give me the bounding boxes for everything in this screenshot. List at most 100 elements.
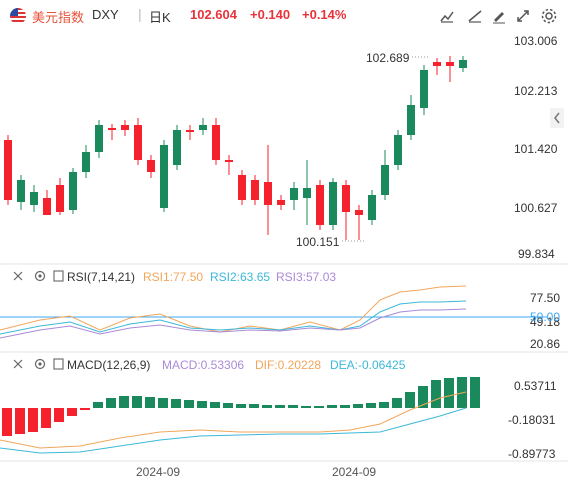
macd-bar bbox=[54, 408, 64, 422]
macd-bar bbox=[145, 397, 155, 408]
macd-bar bbox=[262, 405, 272, 408]
candle-body bbox=[355, 210, 363, 215]
rsi-tick: 77.50 bbox=[530, 291, 560, 305]
macd-title: MACD(12,26,9) bbox=[67, 358, 150, 372]
macd-label: MACD:0.53306 bbox=[162, 358, 244, 372]
candle-body bbox=[381, 165, 389, 195]
macd-bar bbox=[470, 377, 480, 408]
candle-body bbox=[160, 145, 168, 208]
macd-bar bbox=[80, 408, 90, 410]
header-bar: 美元指数 DXY | 日K 102.604 +0.140 +0.14% bbox=[0, 0, 568, 32]
candle-body bbox=[264, 182, 272, 205]
rsi-lines bbox=[0, 285, 467, 339]
macd-bar bbox=[41, 408, 51, 428]
chevron-left-icon[interactable] bbox=[550, 108, 564, 128]
macd-bar bbox=[184, 400, 194, 408]
candle-body bbox=[290, 188, 298, 200]
macd-bar bbox=[106, 398, 116, 408]
x-axis-label: 2024-09 bbox=[332, 465, 376, 479]
dea-line bbox=[0, 407, 467, 454]
candle-body bbox=[342, 185, 350, 212]
close-icon[interactable] bbox=[13, 359, 23, 369]
macd-tick: 0.53711 bbox=[514, 379, 557, 393]
indicator-toggle-icon[interactable] bbox=[53, 270, 64, 282]
macd-bar bbox=[171, 399, 181, 408]
rsi-line bbox=[0, 308, 467, 339]
candle-body bbox=[225, 160, 233, 162]
macd-bar bbox=[236, 404, 246, 408]
macd-bar bbox=[327, 405, 337, 408]
macd-bar bbox=[288, 405, 298, 408]
rsi-level-label: 50.00 bbox=[530, 310, 560, 324]
period-selector[interactable]: 日K bbox=[149, 10, 171, 25]
draw-icon[interactable] bbox=[466, 7, 484, 25]
candle-body bbox=[121, 125, 129, 130]
price-tick: 101.420 bbox=[514, 142, 558, 156]
macd-header: MACD(12,26,9) MACD:0.53306 DIF:0.20228 D… bbox=[13, 358, 406, 372]
dif-line bbox=[0, 391, 467, 449]
candle-body bbox=[199, 125, 207, 130]
rsi3-label: RSI3:57.03 bbox=[276, 270, 336, 284]
dif-label: DIF:0.20228 bbox=[255, 358, 321, 372]
candle-body bbox=[43, 198, 51, 215]
price-tick: 99.834 bbox=[518, 247, 555, 261]
candle-body bbox=[186, 130, 194, 132]
candle-body bbox=[368, 195, 376, 220]
candle-body bbox=[394, 135, 402, 165]
last-price: 102.604 bbox=[190, 7, 237, 22]
candle-body bbox=[212, 125, 220, 160]
candle-body bbox=[30, 192, 38, 205]
candle-body bbox=[4, 140, 12, 200]
instrument-name[interactable]: 美元指数 bbox=[32, 10, 85, 25]
rsi-line bbox=[0, 300, 467, 335]
macd-bar bbox=[353, 404, 363, 408]
rsi2-label: RSI2:63.65 bbox=[210, 270, 270, 284]
candle-body bbox=[108, 128, 116, 130]
candle-body bbox=[407, 105, 415, 135]
macd-bar bbox=[15, 408, 25, 434]
instrument-symbol[interactable]: DXY bbox=[92, 7, 119, 22]
rsi-tick: 20.86 bbox=[530, 337, 560, 351]
indicator-toggle-icon[interactable] bbox=[53, 358, 64, 370]
candle-body bbox=[82, 152, 90, 172]
rsi-header: RSI(7,14,21) RSI1:77.50 RSI2:63.65 RSI3:… bbox=[13, 270, 336, 284]
macd-bar bbox=[444, 378, 454, 408]
macd-bar bbox=[418, 386, 428, 408]
high-label: 102.689 bbox=[366, 51, 410, 65]
macd-bar bbox=[28, 408, 38, 432]
macd-bar bbox=[275, 405, 285, 408]
macd-bar bbox=[67, 408, 77, 416]
layout-icon[interactable] bbox=[514, 7, 532, 25]
candle-body bbox=[134, 125, 142, 160]
candle-body bbox=[316, 185, 324, 225]
macd-tick: -0.18031 bbox=[508, 413, 556, 427]
close-icon[interactable] bbox=[13, 271, 23, 281]
macd-histogram bbox=[0, 377, 480, 454]
x-axis-label: 2024-09 bbox=[136, 465, 180, 479]
candle-body bbox=[303, 188, 311, 198]
pen-icon[interactable] bbox=[490, 7, 508, 25]
macd-bar bbox=[223, 403, 233, 408]
candle-body bbox=[420, 70, 428, 108]
candle-body bbox=[147, 160, 155, 172]
macd-bar bbox=[93, 402, 103, 408]
candle-body bbox=[238, 175, 246, 200]
settings-icon[interactable] bbox=[34, 270, 46, 282]
candle-body bbox=[277, 200, 285, 205]
macd-bar bbox=[405, 392, 415, 408]
candlestick-series bbox=[4, 56, 467, 240]
macd-bar bbox=[197, 401, 207, 408]
price-change: +0.140 bbox=[250, 7, 291, 22]
gear-icon[interactable] bbox=[540, 7, 558, 25]
candle-body bbox=[459, 60, 467, 68]
price-change-pct: +0.14% bbox=[302, 7, 347, 22]
divider: | bbox=[138, 6, 142, 22]
price-tick: 102.213 bbox=[514, 84, 558, 98]
candle-body bbox=[251, 180, 259, 200]
rsi-title: RSI(7,14,21) bbox=[67, 270, 135, 284]
crosshair-icon[interactable] bbox=[438, 7, 456, 25]
settings-icon[interactable] bbox=[34, 358, 46, 370]
low-label: 100.151 bbox=[296, 235, 340, 249]
macd-bar bbox=[379, 402, 389, 408]
